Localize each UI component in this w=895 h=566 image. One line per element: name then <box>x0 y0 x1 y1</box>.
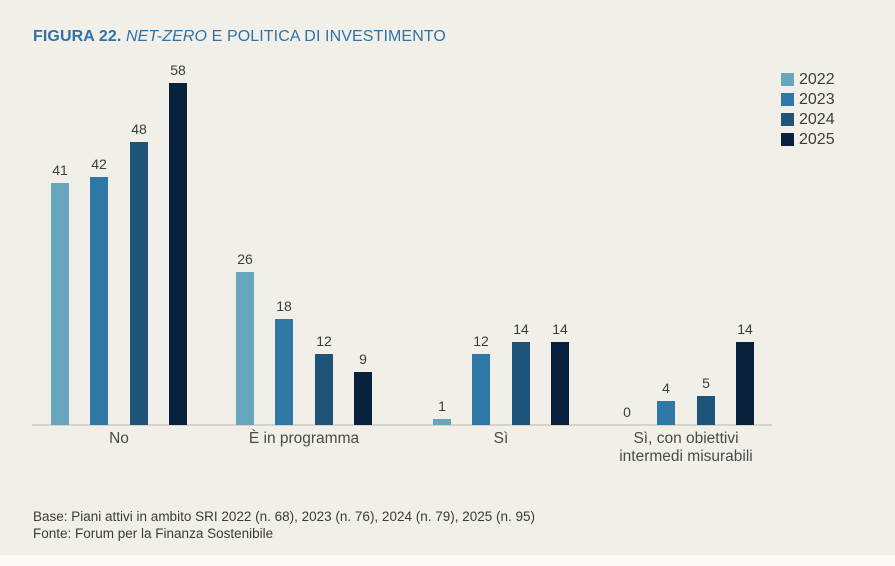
category-label-2: È in programma <box>248 430 360 447</box>
bar-2022-1 <box>51 183 69 425</box>
bar-2022-2 <box>236 272 254 425</box>
bar-2023-2 <box>275 319 293 425</box>
figure-title-rest: E POLITICA DI INVESTIMENTO <box>207 28 446 45</box>
footer-source: Fonte: Forum per la Finanza Sostenibile <box>33 526 274 541</box>
legend: 2022 2023 2024 2025 <box>781 71 835 148</box>
legend-swatch-2023 <box>781 93 794 106</box>
page-bottom-edge <box>0 555 895 566</box>
bar-2024-4 <box>697 396 715 425</box>
category-label-1: No <box>109 430 129 447</box>
bar-2023-1 <box>90 177 108 425</box>
figure-title: FIGURA 22. NET-ZERO E POLITICA DI INVEST… <box>33 28 446 46</box>
bar-2024-1 <box>130 142 148 425</box>
bar-value-2024-2: 12 <box>316 333 332 349</box>
legend-swatch-2025 <box>781 133 794 146</box>
bar-value-2022-2: 26 <box>237 251 253 267</box>
bar-2024-3 <box>512 342 530 425</box>
bar-value-2025-1: 58 <box>170 62 186 78</box>
legend-swatch-2024 <box>781 113 794 126</box>
category-label-4: Sì, con obiettivi intermedi misurabili <box>619 430 753 465</box>
legend-row-2023: 2023 <box>781 91 835 108</box>
bar-value-2025-4: 14 <box>737 321 753 337</box>
category-label-3: Sì <box>493 430 509 447</box>
bar-2023-3 <box>472 354 490 425</box>
legend-row-2024: 2024 <box>781 111 835 128</box>
legend-label-2023: 2023 <box>799 91 835 108</box>
legend-label-2022: 2022 <box>799 71 835 88</box>
bar-2023-4 <box>657 401 675 425</box>
bar-2022-3 <box>433 419 451 425</box>
bar-2025-3 <box>551 342 569 425</box>
legend-row-2025: 2025 <box>781 131 835 148</box>
bar-value-2022-4: 0 <box>623 404 631 420</box>
bar-value-2022-3: 1 <box>438 398 446 414</box>
figure-title-italic: NET-ZERO <box>125 28 208 45</box>
bar-2025-2 <box>354 372 372 425</box>
legend-label-2024: 2024 <box>799 111 835 128</box>
legend-label-2025: 2025 <box>799 131 835 148</box>
bar-value-2023-3: 12 <box>473 333 489 349</box>
footer-base: Base: Piani attivi in ambito SRI 2022 (n… <box>33 509 536 524</box>
bar-value-2024-1: 48 <box>131 121 147 137</box>
bar-value-2024-3: 14 <box>513 321 529 337</box>
bar-value-2023-4: 4 <box>662 380 670 396</box>
legend-row-2022: 2022 <box>781 71 835 88</box>
bar-value-2022-1: 41 <box>52 162 68 178</box>
bar-value-2024-4: 5 <box>702 375 710 391</box>
bar-2025-4 <box>736 342 754 425</box>
legend-swatch-2022 <box>781 73 794 86</box>
bar-value-2023-2: 18 <box>276 298 292 314</box>
figure-number: FIGURA 22. <box>33 28 122 45</box>
x-axis-line <box>32 424 772 426</box>
bar-value-2025-3: 14 <box>552 321 568 337</box>
bar-value-2025-2: 9 <box>359 351 367 367</box>
bar-value-2023-1: 42 <box>91 156 107 172</box>
footer: Base: Piani attivi in ambito SRI 2022 (n… <box>33 508 535 542</box>
bar-2024-2 <box>315 354 333 425</box>
bar-2025-1 <box>169 83 187 425</box>
